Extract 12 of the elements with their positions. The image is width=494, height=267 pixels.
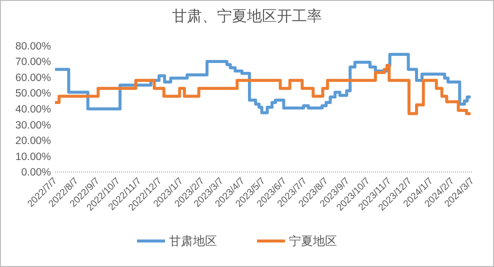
y-tick-label: 10.00% [15,150,51,163]
y-tick-label: 20.00% [15,135,51,148]
y-tick-label: 0.00% [21,166,51,179]
chart-title: 甘肃、宁夏地区开工率 [172,8,322,25]
y-tick-label: 70.00% [15,56,51,68]
legend-label: 宁夏地区 [289,234,337,248]
y-tick-label: 60.00% [15,72,51,84]
y-tick-label: 40.00% [15,104,51,116]
y-tick-label: 80.00% [15,40,51,52]
y-tick-label: 50.00% [15,88,51,100]
legend-label: 甘肃地区 [169,234,217,248]
y-tick-label: 30.00% [15,119,51,132]
